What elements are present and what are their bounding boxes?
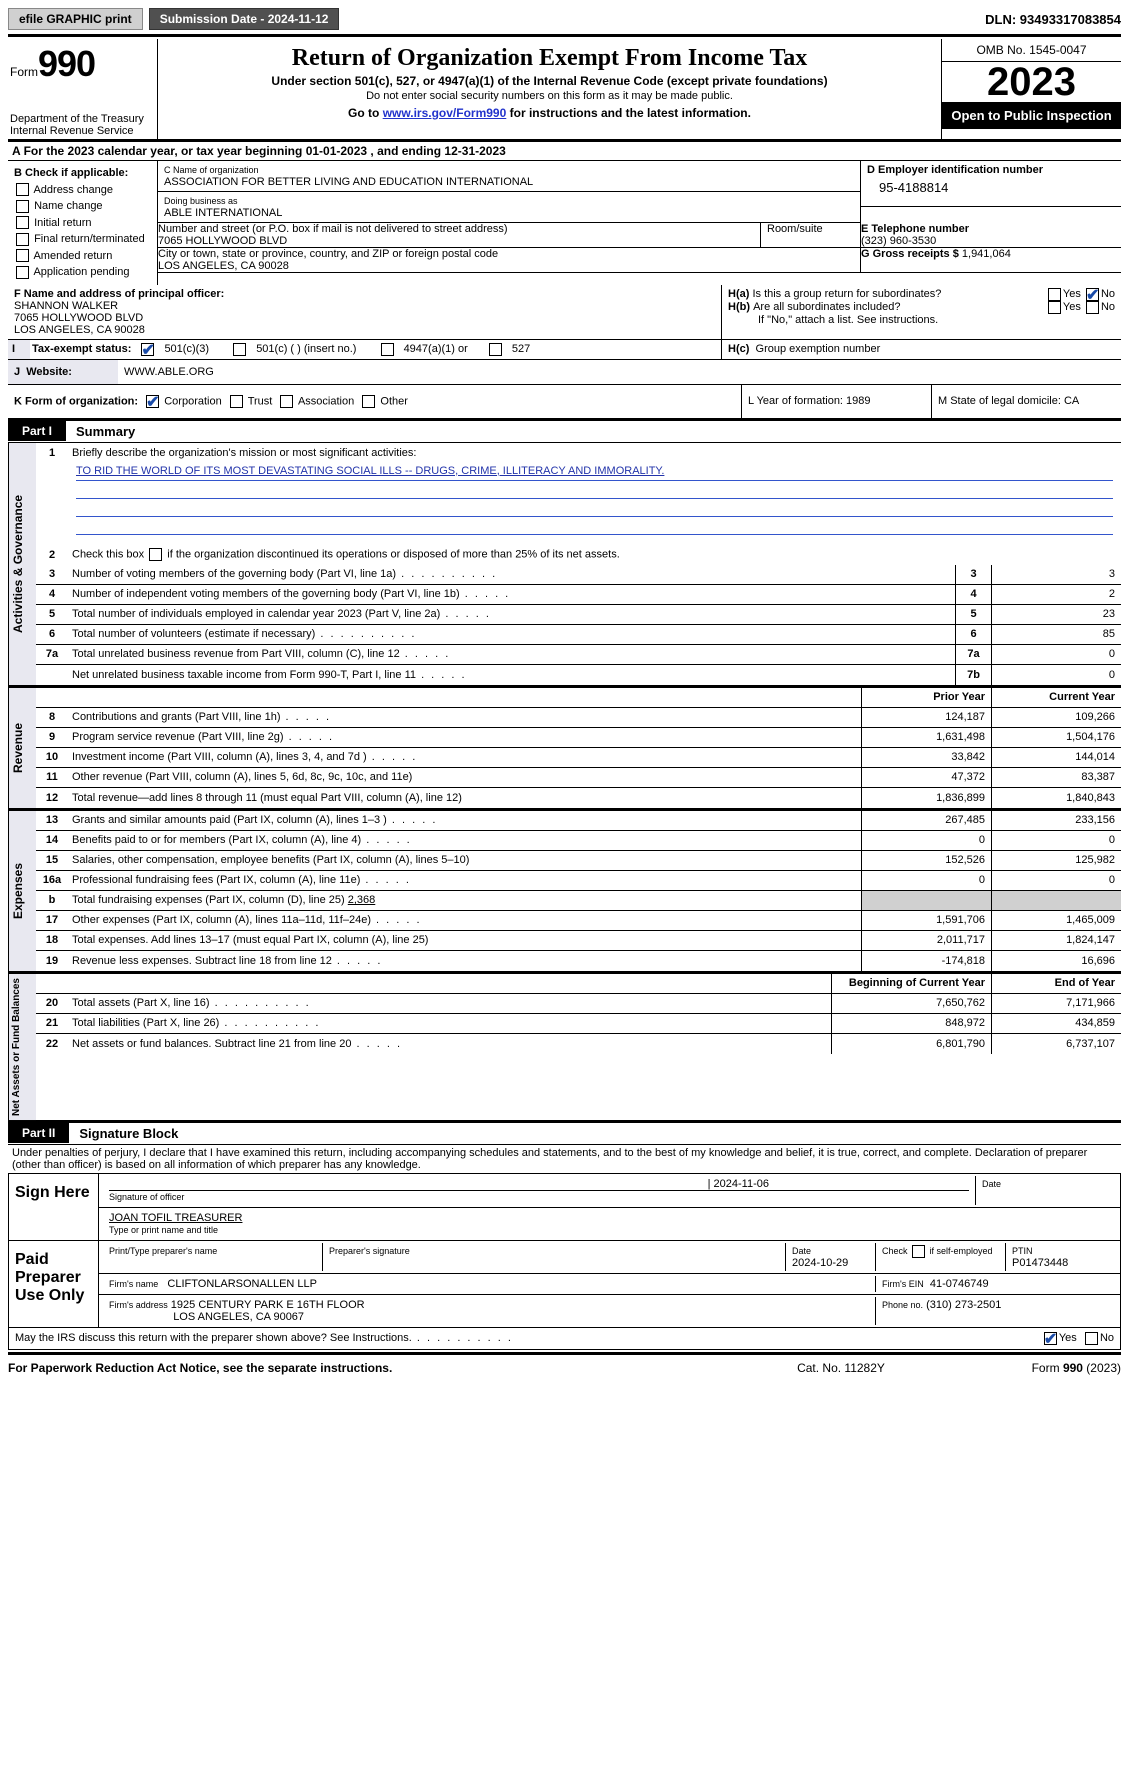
row-a-tax-year: A For the 2023 calendar year, or tax yea… — [8, 142, 1121, 161]
prior-8: 124,187 — [861, 708, 991, 727]
firm-phone: (310) 273-2501 — [926, 1299, 1001, 1311]
dln-label: DLN: 93493317083854 — [985, 12, 1121, 27]
penalties-statement: Under penalties of perjury, I declare th… — [8, 1145, 1121, 1173]
checkbox-final-return[interactable] — [16, 233, 29, 246]
val-line3: 3 — [991, 565, 1121, 584]
checkbox-initial-return[interactable] — [16, 216, 29, 229]
top-bar: efile GRAPHIC print Submission Date - 20… — [8, 8, 1121, 30]
signature-block: Under penalties of perjury, I declare th… — [8, 1145, 1121, 1350]
ptin-value: P01473448 — [1012, 1257, 1068, 1269]
firm-name: CLIFTONLARSONALLEN LLP — [167, 1278, 317, 1290]
checkbox-discontinued[interactable] — [149, 548, 162, 561]
irs-label: Internal Revenue Service — [10, 125, 151, 137]
checkbox-4947[interactable] — [381, 343, 394, 356]
officer-name: SHANNON WALKER — [14, 300, 118, 312]
fundraising-total: 2,368 — [348, 894, 376, 906]
open-to-public: Open to Public Inspection — [942, 102, 1121, 129]
vtab-revenue: Revenue — [8, 688, 36, 808]
vtab-governance: Activities & Governance — [8, 443, 36, 685]
checkbox-discuss-no[interactable] — [1085, 1332, 1098, 1345]
checkbox-hb-no[interactable] — [1086, 301, 1099, 314]
entity-info-block: B Check if applicable: Address change Na… — [8, 161, 1121, 285]
part-i-header: Part I Summary — [8, 421, 1121, 443]
checkbox-501c[interactable] — [233, 343, 246, 356]
mission-text: TO RID THE WORLD OF ITS MOST DEVASTATING… — [76, 465, 664, 477]
vtab-expenses: Expenses — [8, 811, 36, 971]
val-line4: 2 — [991, 585, 1121, 604]
form-title: Return of Organization Exempt From Incom… — [164, 45, 935, 72]
checkbox-hb-yes[interactable] — [1048, 301, 1061, 314]
checkbox-527[interactable] — [489, 343, 502, 356]
domicile-state: M State of legal domicile: CA — [931, 385, 1121, 418]
officer-sig-date: 2024-11-06 — [714, 1178, 769, 1190]
section-b: B Check if applicable: Address change Na… — [8, 161, 158, 285]
submission-date-button[interactable]: Submission Date - 2024-11-12 — [149, 8, 340, 30]
form-subtitle: Under section 501(c), 527, or 4947(a)(1)… — [164, 74, 935, 88]
dept-treasury: Department of the Treasury — [10, 113, 151, 125]
checkbox-other[interactable] — [362, 395, 375, 408]
firm-ein: 41-0746749 — [930, 1278, 989, 1290]
website-value: WWW.ABLE.ORG — [118, 360, 1121, 384]
val-line5: 23 — [991, 605, 1121, 624]
preparer-date: 2024-10-29 — [792, 1257, 848, 1269]
officer-and-group-row: F Name and address of principal officer:… — [8, 285, 1121, 340]
page-footer: For Paperwork Reduction Act Notice, see … — [8, 1357, 1121, 1375]
checkbox-corporation[interactable] — [146, 395, 159, 408]
checkbox-name-change[interactable] — [16, 200, 29, 213]
omb-number: OMB No. 1545-0047 — [942, 39, 1121, 62]
org-form-row: K Form of organization: Corporation Trus… — [8, 385, 1121, 421]
val-line6: 85 — [991, 625, 1121, 644]
ein-value: 95-4188814 — [867, 176, 1115, 203]
checkbox-association[interactable] — [280, 395, 293, 408]
form-prefix: Form — [10, 65, 38, 79]
vtab-net-assets: Net Assets or Fund Balances — [8, 974, 36, 1120]
checkbox-address-change[interactable] — [16, 183, 29, 196]
firm-address: 1925 CENTURY PARK E 16TH FLOOR — [171, 1299, 365, 1311]
checkbox-ha-yes[interactable] — [1048, 288, 1061, 301]
city-state-zip: LOS ANGELES, CA 90028 — [158, 260, 289, 272]
checkbox-trust[interactable] — [230, 395, 243, 408]
year-formation: L Year of formation: 1989 — [741, 385, 931, 418]
checkbox-amended[interactable] — [16, 249, 29, 262]
checkbox-discuss-yes[interactable] — [1044, 1332, 1057, 1345]
instructions-line: Go to www.irs.gov/Form990 for instructio… — [164, 106, 935, 120]
org-name: ASSOCIATION FOR BETTER LIVING AND EDUCAT… — [164, 176, 533, 188]
checkbox-self-employed[interactable] — [912, 1245, 925, 1258]
website-row: J Website: WWW.ABLE.ORG — [8, 360, 1121, 385]
officer-typed-name: JOAN TOFIL TREASURER — [109, 1212, 242, 1224]
paid-preparer-label: Paid Preparer Use Only — [9, 1241, 99, 1327]
form-number: 990 — [38, 43, 95, 84]
telephone: (323) 960-3530 — [861, 235, 1121, 247]
part-ii-header: Part II Signature Block — [8, 1123, 1121, 1145]
gross-receipts: 1,941,064 — [962, 248, 1011, 260]
val-line7a: 0 — [991, 645, 1121, 664]
checkbox-501c3[interactable] — [141, 343, 154, 356]
dba: ABLE INTERNATIONAL — [164, 207, 282, 219]
sign-here-label: Sign Here — [9, 1174, 99, 1240]
checkbox-pending[interactable] — [16, 266, 29, 279]
checkbox-ha-no[interactable] — [1086, 288, 1099, 301]
efile-button[interactable]: efile GRAPHIC print — [8, 8, 143, 30]
cur-8: 109,266 — [991, 708, 1121, 727]
tax-year: 2023 — [942, 62, 1121, 102]
ssn-warning: Do not enter social security numbers on … — [164, 90, 935, 102]
form-header: Form990 Department of the Treasury Inter… — [8, 39, 1121, 142]
irs-link[interactable]: www.irs.gov/Form990 — [383, 106, 507, 120]
val-line7b: 0 — [991, 665, 1121, 685]
street-address: 7065 HOLLYWOOD BLVD — [158, 235, 287, 247]
